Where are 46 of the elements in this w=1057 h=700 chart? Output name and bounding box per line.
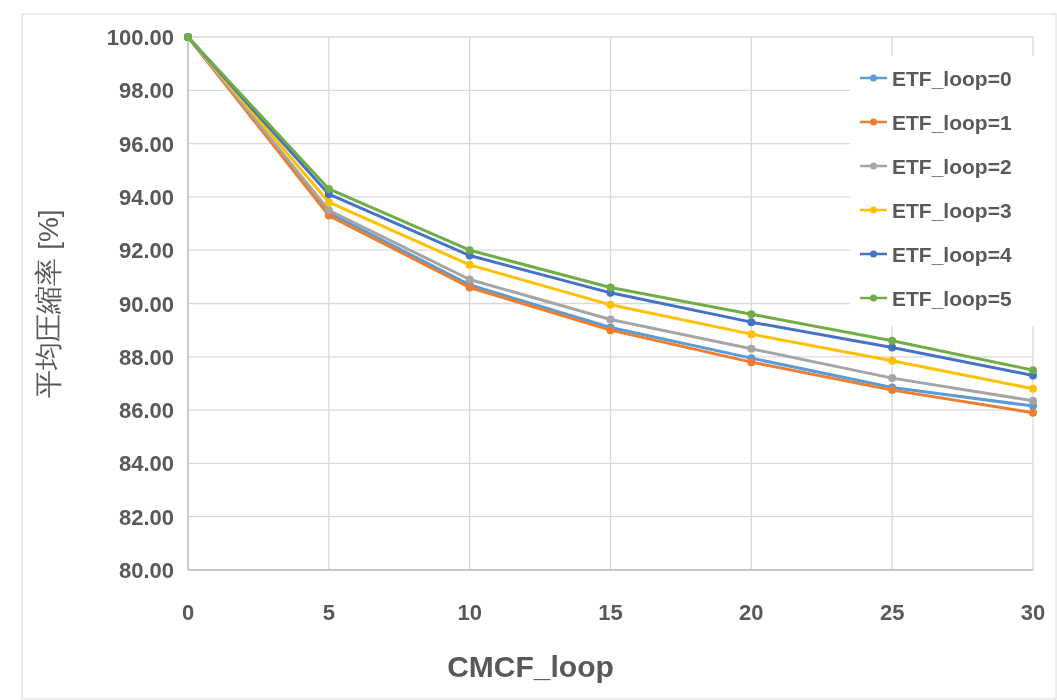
- y-tick-label: 80.00: [118, 558, 174, 583]
- x-axis-title: CMCF_loop: [447, 650, 614, 683]
- point: [888, 356, 897, 365]
- legend-label: ETF_loop=4: [892, 243, 1012, 266]
- point: [324, 198, 333, 207]
- point: [465, 260, 474, 269]
- point: [747, 318, 756, 327]
- point: [747, 330, 756, 339]
- y-tick-label: 90.00: [118, 291, 174, 317]
- y-tick-label: 98.00: [118, 78, 174, 104]
- x-tick-label: 0: [181, 600, 195, 625]
- legend-label: ETF_loop=2: [892, 155, 1012, 178]
- y-tick-label: 96.00: [118, 131, 174, 157]
- y-tick-label: 92.00: [118, 238, 174, 264]
- x-tick-label: 10: [457, 600, 482, 625]
- point: [888, 374, 897, 383]
- legend-label: ETF_loop=3: [892, 199, 1012, 222]
- point: [1029, 384, 1037, 393]
- y-tick-label: 86.00: [118, 398, 174, 424]
- y-axis-title: 平均圧縮率 [%]: [33, 209, 64, 398]
- legend-label: ETF_loop=5: [892, 287, 1012, 310]
- x-tick-label: 30: [1020, 600, 1046, 625]
- y-tick-label: 82.00: [118, 504, 174, 530]
- x-tick-label: 20: [739, 600, 764, 625]
- y-tick-label: 100.00: [106, 25, 174, 50]
- point: [606, 283, 615, 292]
- legend-label: ETF_loop=1: [892, 111, 1012, 134]
- point: [747, 344, 756, 353]
- point: [606, 300, 615, 309]
- x-tick-label: 15: [598, 600, 623, 625]
- point: [747, 358, 756, 367]
- point: [465, 275, 474, 284]
- point: [465, 246, 474, 255]
- x-tick-label: 5: [322, 600, 335, 625]
- y-tick-label: 88.00: [118, 344, 174, 370]
- y-tick-label: 84.00: [118, 451, 174, 477]
- point: [1029, 366, 1037, 375]
- point: [1029, 396, 1037, 405]
- point: [324, 184, 333, 193]
- point: [1029, 408, 1037, 417]
- point: [888, 336, 897, 345]
- legend-label: ETF_loop=0: [892, 67, 1012, 90]
- x-tick-label: 25: [879, 600, 905, 625]
- point: [606, 315, 615, 324]
- point: [747, 310, 756, 319]
- y-tick-label: 94.00: [118, 184, 174, 210]
